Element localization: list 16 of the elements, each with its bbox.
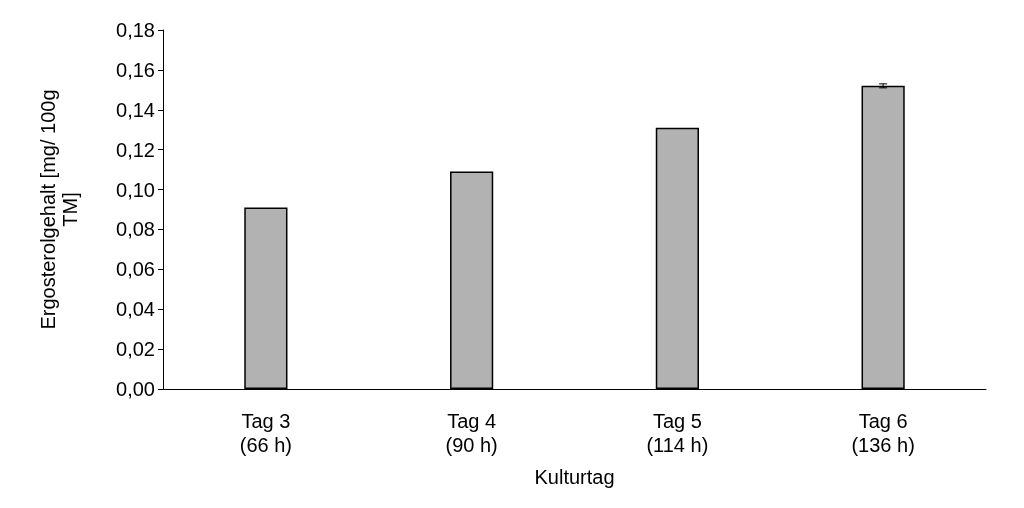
- y-tick-label: 0,04: [116, 298, 155, 321]
- x-tick-label: Tag 5 (114 h): [646, 410, 709, 456]
- y-tick-label: 0,10: [116, 178, 155, 201]
- y-tick-label: 0,16: [116, 58, 155, 81]
- x-axis-title: Kulturtag: [534, 466, 615, 488]
- y-tick-label: 0,14: [116, 98, 155, 121]
- y-tick-label: 0,18: [116, 19, 155, 41]
- y-tick-label: 0,06: [116, 258, 155, 281]
- y-tick-label: 0,08: [116, 218, 155, 241]
- y-tick-label: 0,12: [116, 138, 155, 161]
- y-axis-title: Ergosterolgehalt [mg/ 100g TM]: [37, 89, 81, 330]
- y-tick-label: 0,00: [116, 378, 155, 400]
- x-tick-label: Tag 4 (90 h): [445, 410, 498, 456]
- x-tick-label: Tag 3 (66 h): [239, 410, 292, 456]
- y-tick-label: 0,02: [116, 338, 155, 361]
- x-tick-label: Tag 6 (136 h): [851, 410, 915, 456]
